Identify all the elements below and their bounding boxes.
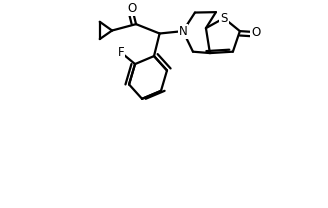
Text: N: N bbox=[178, 25, 187, 38]
Text: S: S bbox=[220, 12, 228, 25]
Text: F: F bbox=[118, 46, 124, 59]
Text: O: O bbox=[127, 2, 137, 15]
Text: O: O bbox=[251, 26, 260, 39]
